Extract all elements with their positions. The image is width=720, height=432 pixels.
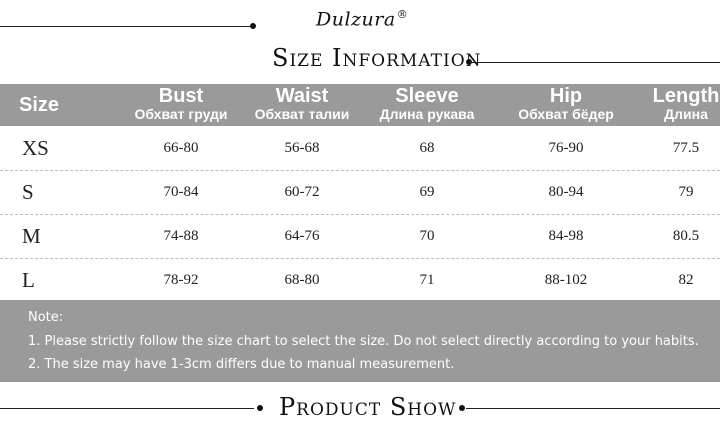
cell-waist: 64-76 xyxy=(284,228,320,244)
header-length-label: Length xyxy=(652,85,720,107)
cell-waist: 60-72 xyxy=(284,184,320,200)
cell-length: 77.5 xyxy=(672,140,700,156)
product-show-left-line xyxy=(0,408,254,409)
size-information-title: Size Information xyxy=(272,44,482,72)
notes-title: Note: xyxy=(28,310,64,325)
brand-name: Dulzura xyxy=(316,8,396,31)
header-hip: Hip Обхват бёдер xyxy=(506,84,626,126)
header-sleeve-label-ru: Длина рукава xyxy=(379,106,475,122)
cell-bust: 74-88 xyxy=(163,228,199,244)
header-size: Size xyxy=(0,84,78,126)
cell-hip: 88-102 xyxy=(544,272,588,288)
table-row: XS 66-80 56-68 68 76-90 77.5 xyxy=(0,127,720,171)
header-bust-label: Bust xyxy=(158,85,204,107)
header-waist-label: Waist xyxy=(275,85,329,107)
header-sleeve: Sleeve Длина рукава xyxy=(368,84,486,126)
note-item: 2. The size may have 1-3cm differs due t… xyxy=(28,357,455,372)
size-table-header: Size Bust Обхват груди Waist Обхват тали… xyxy=(0,84,720,126)
top-divider-dot xyxy=(250,23,256,29)
registered-mark: ® xyxy=(396,8,409,21)
cell-sleeve: 68 xyxy=(419,140,435,156)
cell-length: 80.5 xyxy=(672,228,700,244)
header-waist-label-ru: Обхват талии xyxy=(254,106,350,122)
cell-size: XS xyxy=(22,136,49,160)
header-size-label: Size xyxy=(18,94,60,116)
product-show-left-dot xyxy=(257,405,263,411)
note-item: 1. Please strictly follow the size chart… xyxy=(28,334,699,349)
size-info-divider-dot xyxy=(466,59,472,65)
cell-waist: 68-80 xyxy=(284,272,320,288)
cell-bust: 78-92 xyxy=(163,272,199,288)
product-show-right-line xyxy=(466,408,720,409)
table-row: L 78-92 68-80 71 88-102 82 xyxy=(0,259,720,302)
cell-sleeve: 69 xyxy=(419,184,435,200)
table-row: S 70-84 60-72 69 80-94 79 xyxy=(0,171,720,215)
header-length: Length Длина xyxy=(652,84,720,126)
table-row: M 74-88 64-76 70 84-98 80.5 xyxy=(0,215,720,259)
cell-hip: 76-90 xyxy=(548,140,584,156)
cell-hip: 80-94 xyxy=(548,184,584,200)
header-hip-label: Hip xyxy=(549,85,583,107)
cell-length: 79 xyxy=(678,184,694,200)
header-sleeve-label: Sleeve xyxy=(395,85,459,107)
header-hip-label-ru: Обхват бёдер xyxy=(518,106,614,122)
brand-logo: Dulzura® xyxy=(316,8,408,30)
cell-size: M xyxy=(22,224,41,248)
product-show-title: Product Show xyxy=(279,393,457,421)
header-bust: Bust Обхват груди xyxy=(122,84,240,126)
cell-size: S xyxy=(22,180,34,204)
cell-bust: 70-84 xyxy=(163,184,199,200)
notes-panel: Note: 1. Please strictly follow the size… xyxy=(0,300,720,382)
cell-size: L xyxy=(22,268,35,292)
cell-waist: 56-68 xyxy=(284,140,320,156)
cell-length: 82 xyxy=(678,272,694,288)
header-bust-label-ru: Обхват груди xyxy=(134,106,228,122)
cell-hip: 84-98 xyxy=(548,228,584,244)
top-divider-line xyxy=(0,26,250,27)
product-show-right-dot xyxy=(459,405,465,411)
header-length-label-ru: Длина xyxy=(664,106,708,122)
cell-sleeve: 70 xyxy=(419,228,435,244)
cell-sleeve: 71 xyxy=(419,272,435,288)
cell-bust: 66-80 xyxy=(163,140,199,156)
size-info-divider-line xyxy=(470,62,720,63)
header-waist: Waist Обхват талии xyxy=(243,84,361,126)
